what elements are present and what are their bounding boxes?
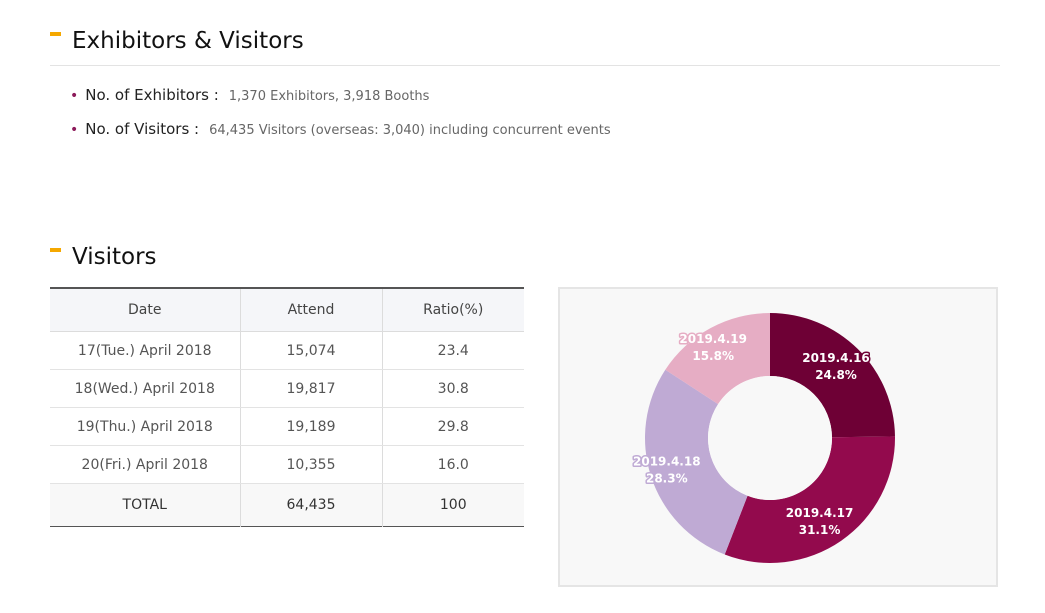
visitors-value: 64,435 Visitors (overseas: 3,040) includ… — [209, 123, 611, 138]
exhibitors-value: 1,370 Exhibitors, 3,918 Booths — [228, 89, 430, 104]
exhibitors-label: No. of Exhibitors : — [85, 86, 219, 104]
donut-slice — [770, 313, 895, 438]
section-title-visitors: Visitors — [50, 244, 157, 270]
cell-ratio: 23.4 — [382, 331, 524, 370]
table-total-row: TOTAL 64,435 100 — [50, 483, 524, 527]
donut-slice — [724, 436, 895, 563]
list-item: • No. of Exhibitors : 1,370 Exhibitors, … — [70, 86, 611, 120]
slice-percent-label: 15.8% — [692, 349, 734, 363]
title-divider — [50, 65, 1000, 66]
column-header-ratio: Ratio(%) — [382, 288, 524, 332]
cell-attend: 19,817 — [240, 369, 383, 408]
cell-attend: 15,074 — [240, 331, 383, 370]
column-header-date: Date — [50, 288, 241, 332]
slice-percent-label: 28.3% — [646, 472, 688, 486]
donut-slice — [645, 369, 748, 555]
total-label: TOTAL — [50, 483, 241, 527]
section-title-text: Visitors — [72, 244, 157, 270]
table-row: 19(Thu.) April 2018 19,189 29.8 — [50, 407, 524, 446]
section-title-exhibitors: Exhibitors & Visitors — [50, 28, 304, 54]
slice-date-label: 2019.4.17 — [786, 506, 854, 520]
cell-date: 19(Thu.) April 2018 — [50, 407, 241, 446]
bullet-icon: • — [70, 122, 79, 138]
section-title-text: Exhibitors & Visitors — [72, 28, 304, 54]
cell-attend: 10,355 — [240, 445, 383, 484]
title-marker-icon — [50, 248, 61, 252]
slice-date-label: 2019.4.16 — [802, 351, 870, 365]
visitors-table: Date Attend Ratio(%) 17(Tue.) April 2018… — [50, 287, 524, 527]
exhibitor-info-list: • No. of Exhibitors : 1,370 Exhibitors, … — [70, 86, 611, 154]
donut-hole — [708, 376, 832, 500]
cell-ratio: 29.8 — [382, 407, 524, 446]
slice-percent-label: 31.1% — [799, 523, 841, 537]
table-row: 18(Wed.) April 2018 19,817 30.8 — [50, 369, 524, 408]
slice-date-label: 2019.4.18 — [633, 455, 701, 469]
donut-chart-svg: 2019.4.16 24.8% 2019.4.17 31.1% 2019.4.18 28.… — [632, 313, 895, 563]
list-item: • No. of Visitors : 64,435 Visitors (ove… — [70, 120, 611, 154]
cell-date: 18(Wed.) April 2018 — [50, 369, 241, 408]
column-header-attend: Attend — [240, 288, 383, 332]
cell-ratio: 16.0 — [382, 445, 524, 484]
cell-date: 17(Tue.) April 2018 — [50, 331, 241, 370]
total-ratio: 100 — [382, 483, 524, 527]
cell-date: 20(Fri.) April 2018 — [50, 445, 241, 484]
table-row: 17(Tue.) April 2018 15,074 23.4 — [50, 331, 524, 370]
title-marker-icon — [50, 32, 61, 36]
total-attend: 64,435 — [240, 483, 383, 527]
visitors-label: No. of Visitors : — [85, 120, 200, 138]
slice-date-label: 2019.4.19 — [679, 332, 747, 346]
cell-ratio: 30.8 — [382, 369, 524, 408]
visitors-donut-chart: 2019.4.16 24.8% 2019.4.17 31.1% 2019.4.18 28.… — [558, 287, 998, 587]
table-header-row: Date Attend Ratio(%) — [50, 288, 524, 332]
table-row: 20(Fri.) April 2018 10,355 16.0 — [50, 445, 524, 484]
donut-slice — [665, 313, 770, 405]
slice-percent-label: 24.8% — [815, 368, 857, 382]
cell-attend: 19,189 — [240, 407, 383, 446]
bullet-icon: • — [70, 88, 79, 104]
